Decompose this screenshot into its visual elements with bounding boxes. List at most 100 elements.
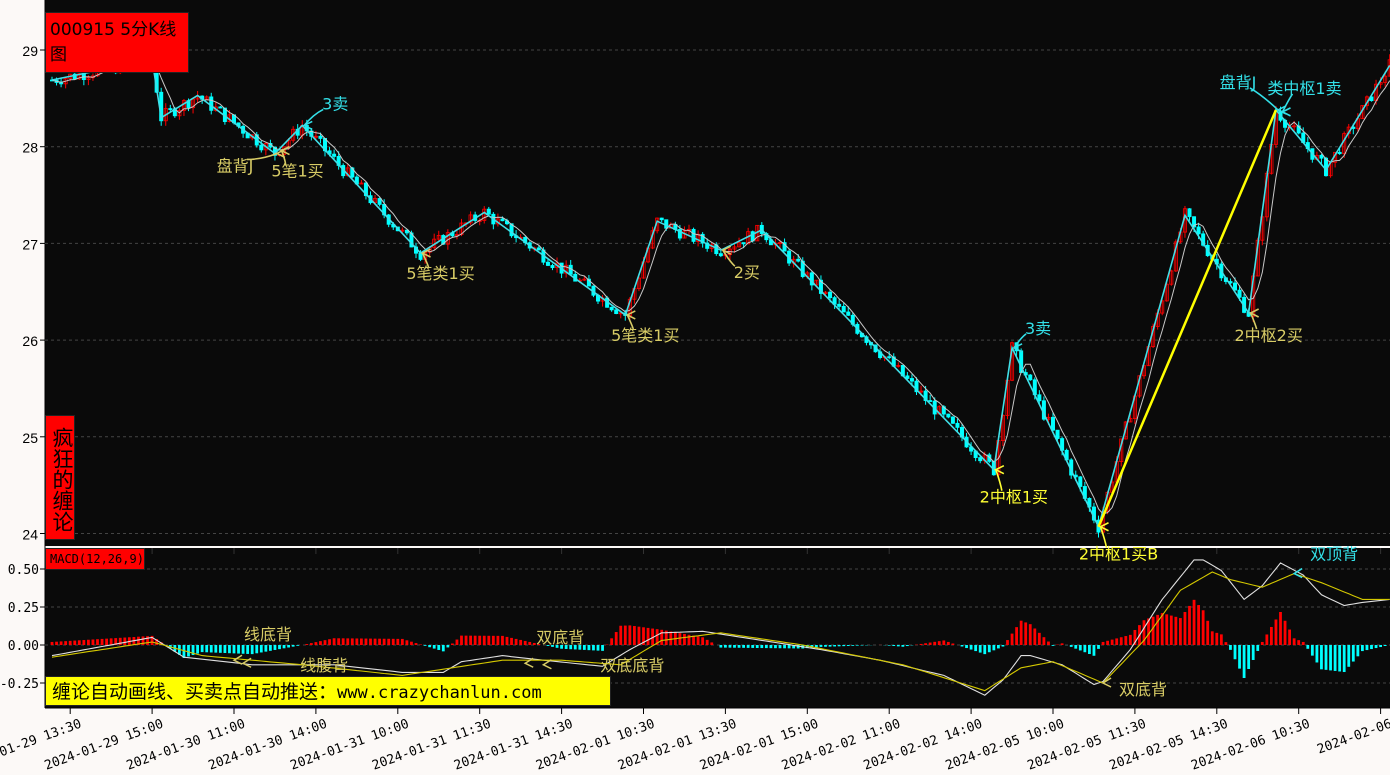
candle-down — [841, 306, 846, 313]
candle-down — [909, 378, 914, 382]
candle-down — [59, 82, 64, 85]
candle-down — [659, 217, 664, 221]
annotation-arrow — [280, 150, 287, 165]
signal-label: 5笔1买 — [271, 162, 323, 181]
candle-down — [905, 375, 910, 379]
candle-down — [409, 232, 414, 248]
arrow-head-icon — [523, 657, 534, 668]
candle-down — [677, 229, 682, 239]
signal-label: 盘背J — [217, 156, 254, 175]
candle-down — [946, 413, 951, 418]
candle-up — [636, 277, 641, 290]
candle-down — [1296, 125, 1301, 134]
candle-up — [1123, 421, 1128, 440]
candle-down — [1037, 394, 1042, 402]
macd-indicator-label[interactable]: MACD(12,26,9) — [45, 548, 145, 570]
arrow-head-icon — [1098, 522, 1109, 532]
candle-down — [796, 258, 801, 262]
candle-down — [818, 279, 823, 294]
arrow-head-icon — [1280, 107, 1291, 117]
signal-label: 2中枢2买 — [1234, 326, 1302, 345]
candle-down — [536, 247, 541, 251]
arrow-head-icon — [302, 120, 313, 131]
price-tick-label: 27 — [22, 236, 38, 252]
chanlun-stroke-line — [51, 58, 1390, 529]
macd-tick-label: 0.25 — [8, 601, 39, 616]
divergence-label: 双底底背 — [600, 656, 664, 675]
candle-up — [263, 143, 268, 151]
divergence-label: 线底背 — [244, 625, 292, 644]
price-tick-label: 25 — [22, 430, 38, 446]
candle-down — [363, 182, 368, 197]
candle-up — [1164, 283, 1169, 302]
signal-label: 3卖 — [322, 94, 348, 113]
macd-histogram — [50, 599, 1387, 679]
candle-down — [1187, 208, 1192, 218]
arrow-head-icon — [1012, 343, 1023, 353]
candle-down — [614, 309, 619, 314]
candle-up — [1160, 300, 1165, 314]
candle-down — [486, 208, 491, 215]
candle-down — [404, 229, 409, 234]
dea-line — [51, 571, 1390, 692]
annotation-arrow — [1249, 87, 1279, 111]
arrow-head-icon — [994, 464, 1005, 475]
arrow-head-icon — [232, 654, 243, 665]
candle-down — [259, 144, 264, 151]
candle-down — [509, 223, 514, 237]
candle-down — [318, 135, 323, 139]
candle-down — [545, 261, 550, 266]
annotation-arrow — [1099, 526, 1108, 548]
candle-up — [1169, 270, 1174, 285]
price-tick-label: 26 — [22, 333, 38, 349]
candle-down — [691, 228, 696, 242]
banner-url[interactable]: www.crazychanlun.com — [337, 683, 542, 703]
candle-up — [177, 110, 182, 117]
signal-label: 类中枢1卖 — [1267, 79, 1341, 98]
candle-down — [846, 311, 851, 316]
candle-up — [204, 96, 209, 100]
candle-up — [823, 291, 828, 294]
annotation-arrow — [1013, 333, 1027, 349]
candle-up — [468, 214, 473, 224]
candle-down — [837, 303, 842, 307]
candle-up — [564, 264, 569, 274]
candle-down — [950, 416, 955, 424]
candle-up — [482, 208, 487, 221]
candle-down — [586, 278, 591, 287]
annotation-arrow — [1249, 312, 1258, 330]
arrow-head-icon — [625, 310, 636, 320]
candle-down — [209, 96, 214, 111]
candle-down — [718, 253, 723, 257]
candle-down — [800, 260, 805, 277]
candle-up — [555, 262, 560, 269]
candle-down — [1028, 374, 1033, 381]
annotation-arrow — [303, 108, 324, 126]
annotation-arrow — [1281, 93, 1294, 113]
macd-tick-label: -0.25 — [0, 677, 39, 692]
arrow-head-icon — [1101, 677, 1112, 688]
divergence-label: 双底背 — [536, 628, 584, 647]
chanlun-segment-line — [1097, 109, 1278, 528]
promo-banner[interactable]: 缠论自动画线、买卖点自动推送：www.crazychanlun.com — [45, 676, 611, 706]
candle-down — [1078, 476, 1083, 487]
candle-up — [919, 390, 924, 393]
signal-label: 5笔类1买 — [406, 264, 474, 283]
candle-down — [609, 306, 614, 311]
candle-down — [1237, 289, 1242, 298]
candle-down — [1337, 151, 1342, 155]
macd-tick-label: 0.50 — [8, 563, 39, 578]
candle-down — [955, 422, 960, 428]
candle-down — [928, 400, 933, 402]
signal-label: 2中枢1买 — [980, 488, 1048, 507]
candle-down — [705, 242, 710, 249]
candle-up — [77, 73, 82, 80]
divergence-label: 双顶背 — [1310, 545, 1358, 564]
candle-down — [1055, 429, 1060, 439]
candle-up — [814, 279, 819, 286]
macd-tick-label: 0.00 — [8, 639, 39, 654]
candle-down — [700, 233, 705, 244]
candle-down — [828, 291, 833, 299]
candle-down — [332, 153, 337, 157]
candle-up — [291, 128, 296, 141]
